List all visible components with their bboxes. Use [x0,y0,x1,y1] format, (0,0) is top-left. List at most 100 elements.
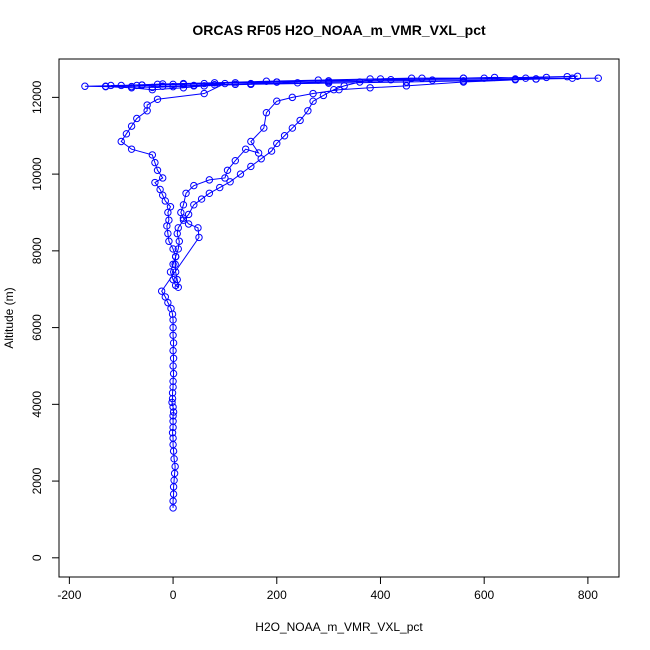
data-point [168,394,177,403]
data-point [210,79,219,87]
data-point [153,166,162,174]
data-point [161,293,169,301]
data-point [205,176,214,184]
data-point [117,137,125,146]
data-point [161,197,169,205]
data-point [133,114,141,123]
data-point [148,151,157,159]
data-point [169,369,178,378]
x-tick-label: 200 [267,588,287,602]
data-point [169,417,177,425]
data-point [376,75,385,83]
data-point [159,174,167,182]
data-point [159,82,167,90]
data-point [330,85,338,94]
data-point [288,93,297,102]
chart-title: ORCAS RF05 H2O_NOAA_m_VMR_VXL_pct [192,22,486,38]
data-point [459,77,468,85]
data-point [594,74,602,82]
data-point [340,82,348,90]
data-point [169,316,177,324]
y-axis-label: Altitude (m) [2,287,16,348]
data-point [151,178,159,187]
data-point [164,208,172,217]
data-point [168,429,177,437]
data-point [177,208,185,217]
data-point [511,76,519,84]
data-point [195,233,203,242]
data-point [293,79,302,87]
x-tick-label: 400 [370,588,390,602]
data-point [267,147,276,155]
data-point [157,287,166,295]
data-point [169,323,177,332]
data-point [428,76,437,84]
data-point [190,181,198,190]
data-point [169,408,178,416]
y-tick-label: 2000 [30,467,44,494]
x-tick-label: 600 [474,588,494,602]
data-point [169,346,177,355]
data-point [127,145,136,153]
data-point [148,85,157,94]
data-point [200,79,208,88]
data-point [173,275,181,284]
data-point [288,124,297,132]
plot-frame [58,58,620,578]
data-point [169,354,178,362]
data-point [143,107,151,115]
data-point [407,74,416,82]
data-point [223,166,232,174]
data-point [169,331,177,339]
data-point [174,245,182,253]
data-point [169,80,177,89]
data-point [366,84,374,92]
data-point [174,224,182,232]
data-point [280,132,289,140]
y-axis: 0 2000 4000 6000 8000 10000 12000 [30,80,60,561]
data-point [169,82,177,91]
data-point [459,74,468,82]
x-axis: -200 0 200 400 600 800 [57,576,598,602]
data-point [542,73,551,82]
y-tick-label: 0 [30,554,44,561]
data-point [184,220,193,228]
data-point [190,201,198,209]
data-point [148,83,157,92]
data-point [165,237,173,245]
data-point [169,260,177,268]
data-point [573,72,582,80]
data-point [262,109,271,117]
data-point [273,97,281,105]
y-tick-label: 8000 [30,237,44,264]
data-point [221,174,229,182]
data-point [319,91,328,100]
data-point [170,476,178,485]
data-point [184,210,193,219]
data-point [190,82,198,90]
data-point [169,490,178,498]
data-point [117,81,125,90]
data-point [521,74,530,82]
data-point [179,80,188,89]
data-point [138,81,146,89]
x-tick-label: -200 [57,588,81,602]
data-point [236,170,245,178]
data-point [490,73,499,82]
y-tick-label: 10000 [30,157,44,191]
data-point [210,81,219,89]
data-point [143,101,151,109]
data-point [169,504,177,512]
data-point [402,78,411,86]
x-tick-label: 800 [578,588,598,602]
data-point [200,89,208,98]
data-point [122,130,131,138]
data-point [151,158,159,167]
data-point [107,81,115,90]
data-point [356,78,364,86]
data-point [366,75,374,83]
data-point [81,82,89,90]
data-point [257,155,265,163]
data-point [175,237,183,245]
